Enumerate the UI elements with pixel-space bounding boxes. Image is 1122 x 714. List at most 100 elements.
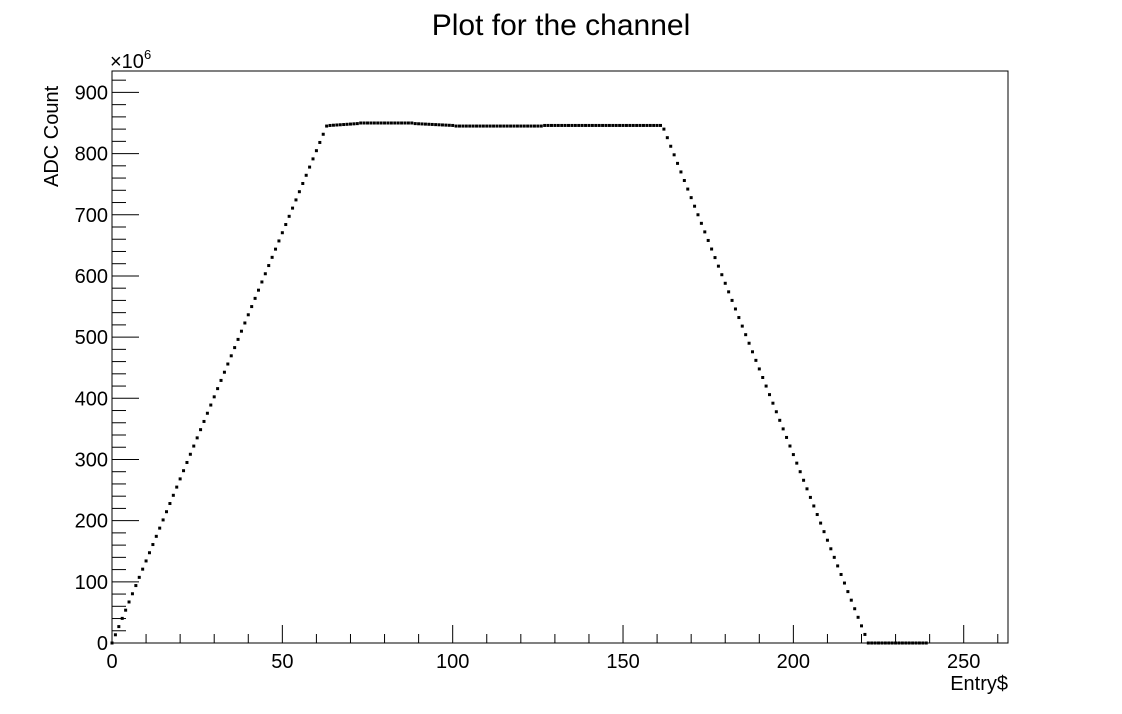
data-point [866,641,870,645]
data-point [563,123,567,127]
x-tick-label: 50 [271,651,293,673]
data-point [655,123,659,127]
data-point [604,123,608,127]
data-point [590,123,594,127]
data-point [113,633,117,637]
data-point [740,324,744,328]
data-point [345,122,349,126]
data-point [706,238,710,242]
data-point [744,333,748,337]
data-point [693,204,697,208]
data-point [226,362,230,366]
data-point [137,575,141,579]
data-point [754,358,758,362]
data-point [573,123,577,127]
data-point [488,124,492,128]
data-point [577,123,581,127]
data-point [481,124,485,128]
data-point [730,298,734,302]
data-point [437,123,441,127]
data-point [359,121,363,125]
data-point [188,452,192,456]
data-point [904,641,908,645]
data-point [144,559,148,563]
data-point [679,170,683,174]
data-point [757,367,761,371]
y-tick-label: 900 [75,82,108,104]
data-point [665,136,669,140]
data-point [444,123,448,127]
data-point [219,378,223,382]
data-point [410,121,414,125]
data-point [328,123,332,127]
data-point [900,641,904,645]
data-point [464,124,468,128]
data-point [151,543,155,547]
data-point [308,165,312,169]
data-point [168,502,172,506]
data-point [127,600,131,604]
data-point [686,187,690,191]
x-axis-tick-labels: 0 50 100 150 200 250 [106,651,980,673]
data-point [795,461,799,465]
data-point [376,121,380,125]
data-point [495,124,499,128]
data-point [662,127,666,131]
data-point [815,513,819,517]
data-point [897,641,901,645]
data-point [192,444,196,448]
data-point [873,641,877,645]
y-tick-label: 600 [75,266,108,288]
x-axis-ticks [111,625,999,643]
data-point [420,122,424,126]
data-point [158,526,162,530]
data-point [440,123,444,127]
data-point [648,123,652,127]
data-point [263,272,267,276]
data-point [611,123,615,127]
data-point [536,124,540,128]
data-point [659,123,663,127]
data-point [860,624,864,628]
data-point [175,485,179,489]
data-point [621,123,625,127]
data-point [819,521,823,525]
data-point [519,124,523,128]
data-point [894,641,898,645]
x-tick-label: 200 [777,651,810,673]
chart-title: Plot for the channel [432,9,691,42]
data-point [389,121,393,125]
data-point [379,121,383,125]
data-point [645,123,649,127]
data-point [270,255,274,259]
data-point [676,161,680,165]
data-point [546,123,550,127]
data-point [750,350,754,354]
data-point [689,196,693,200]
svg-text:×106: ×106 [110,47,151,73]
data-point [297,190,301,194]
data-point [849,598,853,602]
data-point [638,123,642,127]
data-point [352,122,356,126]
data-point [720,273,724,277]
data-point [348,122,352,126]
data-point [870,641,874,645]
data-point [366,121,370,125]
data-point [447,123,451,127]
y-tick-label: 800 [75,144,108,166]
data-point [475,124,479,128]
x-axis-title: Entry$ [950,673,1008,695]
data-point [396,121,400,125]
data-point [624,123,628,127]
data-point [911,641,915,645]
data-point [260,280,264,284]
data-point [880,641,884,645]
data-point [171,493,175,497]
data-point [406,121,410,125]
data-point [914,641,918,645]
data-point [522,124,526,128]
data-point [161,518,165,522]
data-point [110,641,114,645]
